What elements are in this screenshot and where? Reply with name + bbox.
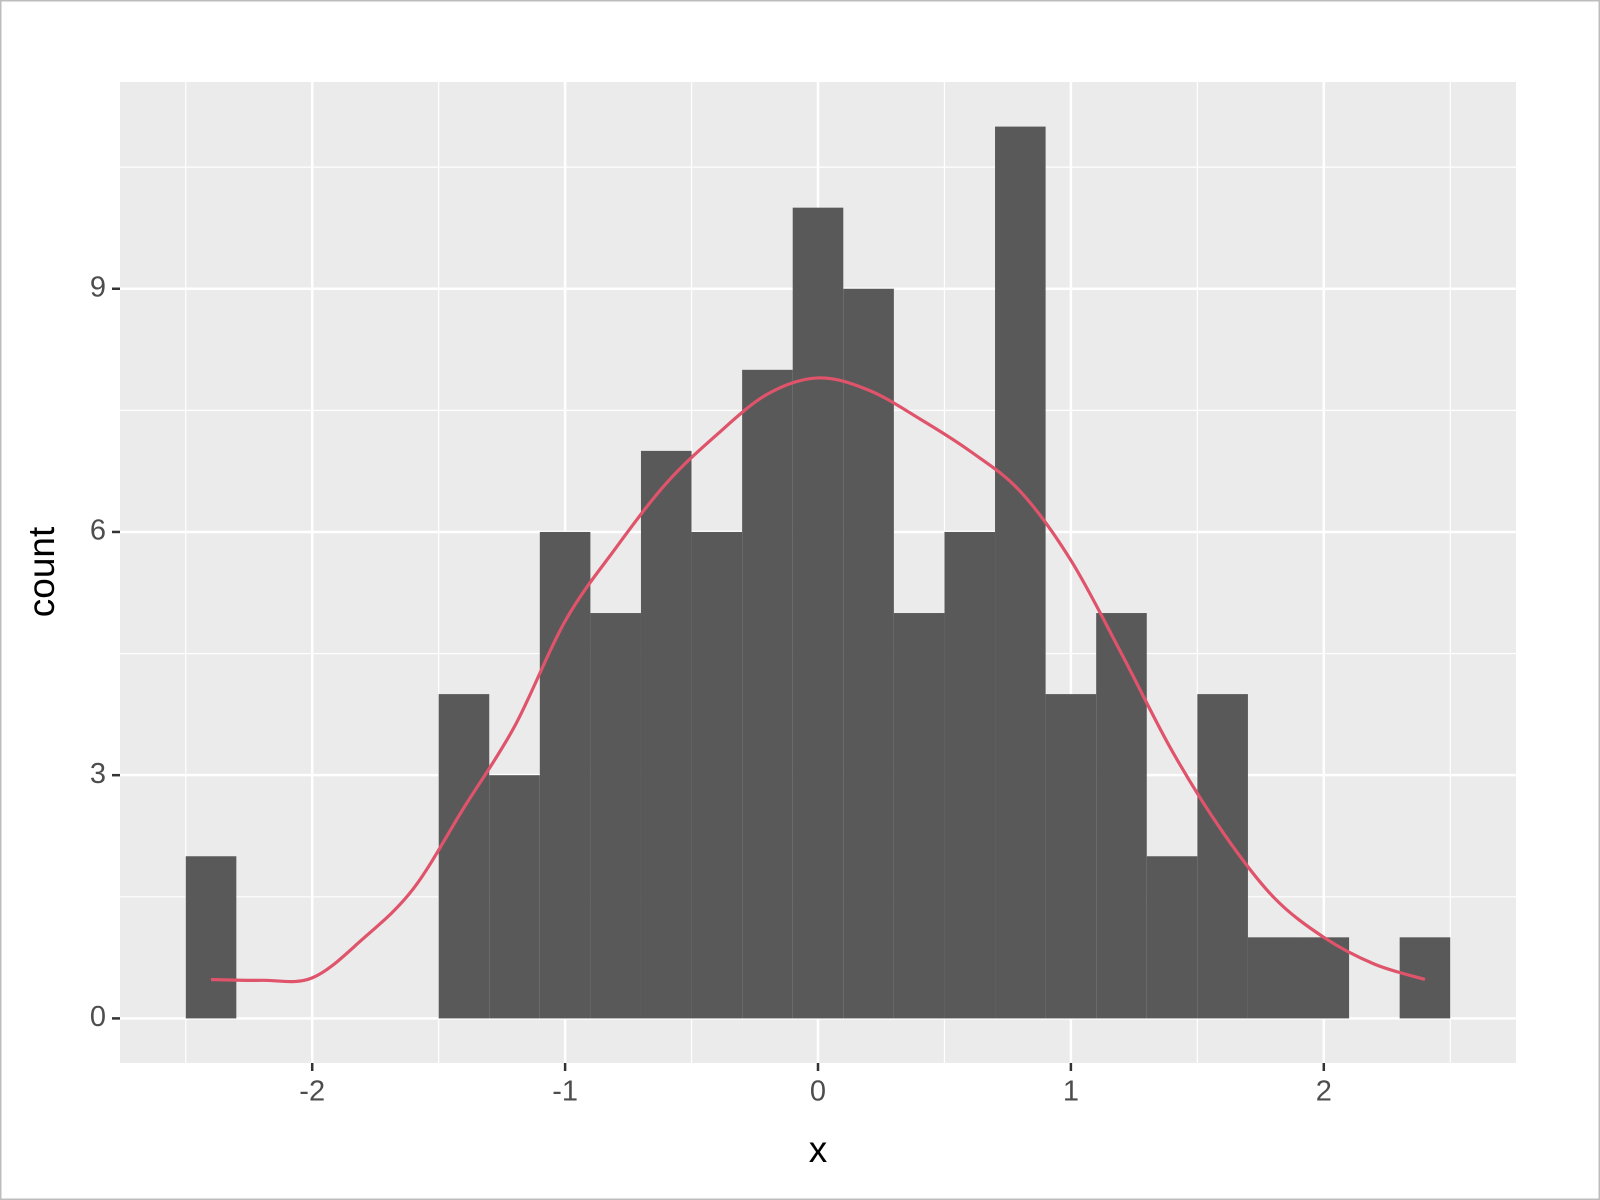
bar [1045,694,1097,1019]
marks [185,126,1451,1019]
y-tick-label: 9 [90,271,106,303]
bar [893,613,945,1019]
y-tick-label: 6 [90,515,106,547]
bar [539,531,591,1019]
bar [489,775,540,1019]
density-line [211,376,1426,984]
bar [185,856,237,1019]
x-tick-label: 1 [1063,1076,1079,1108]
y-tick-label: 3 [90,758,106,790]
bar [742,369,793,1019]
bar [640,450,692,1019]
bar [1298,937,1350,1019]
x-tick-label: 2 [1316,1076,1332,1108]
bar [843,288,894,1019]
bar [590,613,641,1019]
axes: -2 -1 0 1 2 0 3 6 9 [90,271,1332,1107]
bar [944,531,996,1019]
bar [995,126,1046,1019]
x-axis-title: x [809,1129,828,1170]
bar [1247,937,1299,1019]
bar [691,531,743,1019]
bar [1146,856,1198,1019]
x-tick-label: 0 [810,1076,826,1108]
x-tick-label: -1 [552,1076,578,1108]
bar [792,207,844,1019]
y-axis-title: count [21,526,62,617]
bar [1096,613,1147,1019]
y-tick-label: 0 [90,1001,106,1033]
x-tick-label: -2 [299,1076,325,1108]
bar [438,694,490,1019]
